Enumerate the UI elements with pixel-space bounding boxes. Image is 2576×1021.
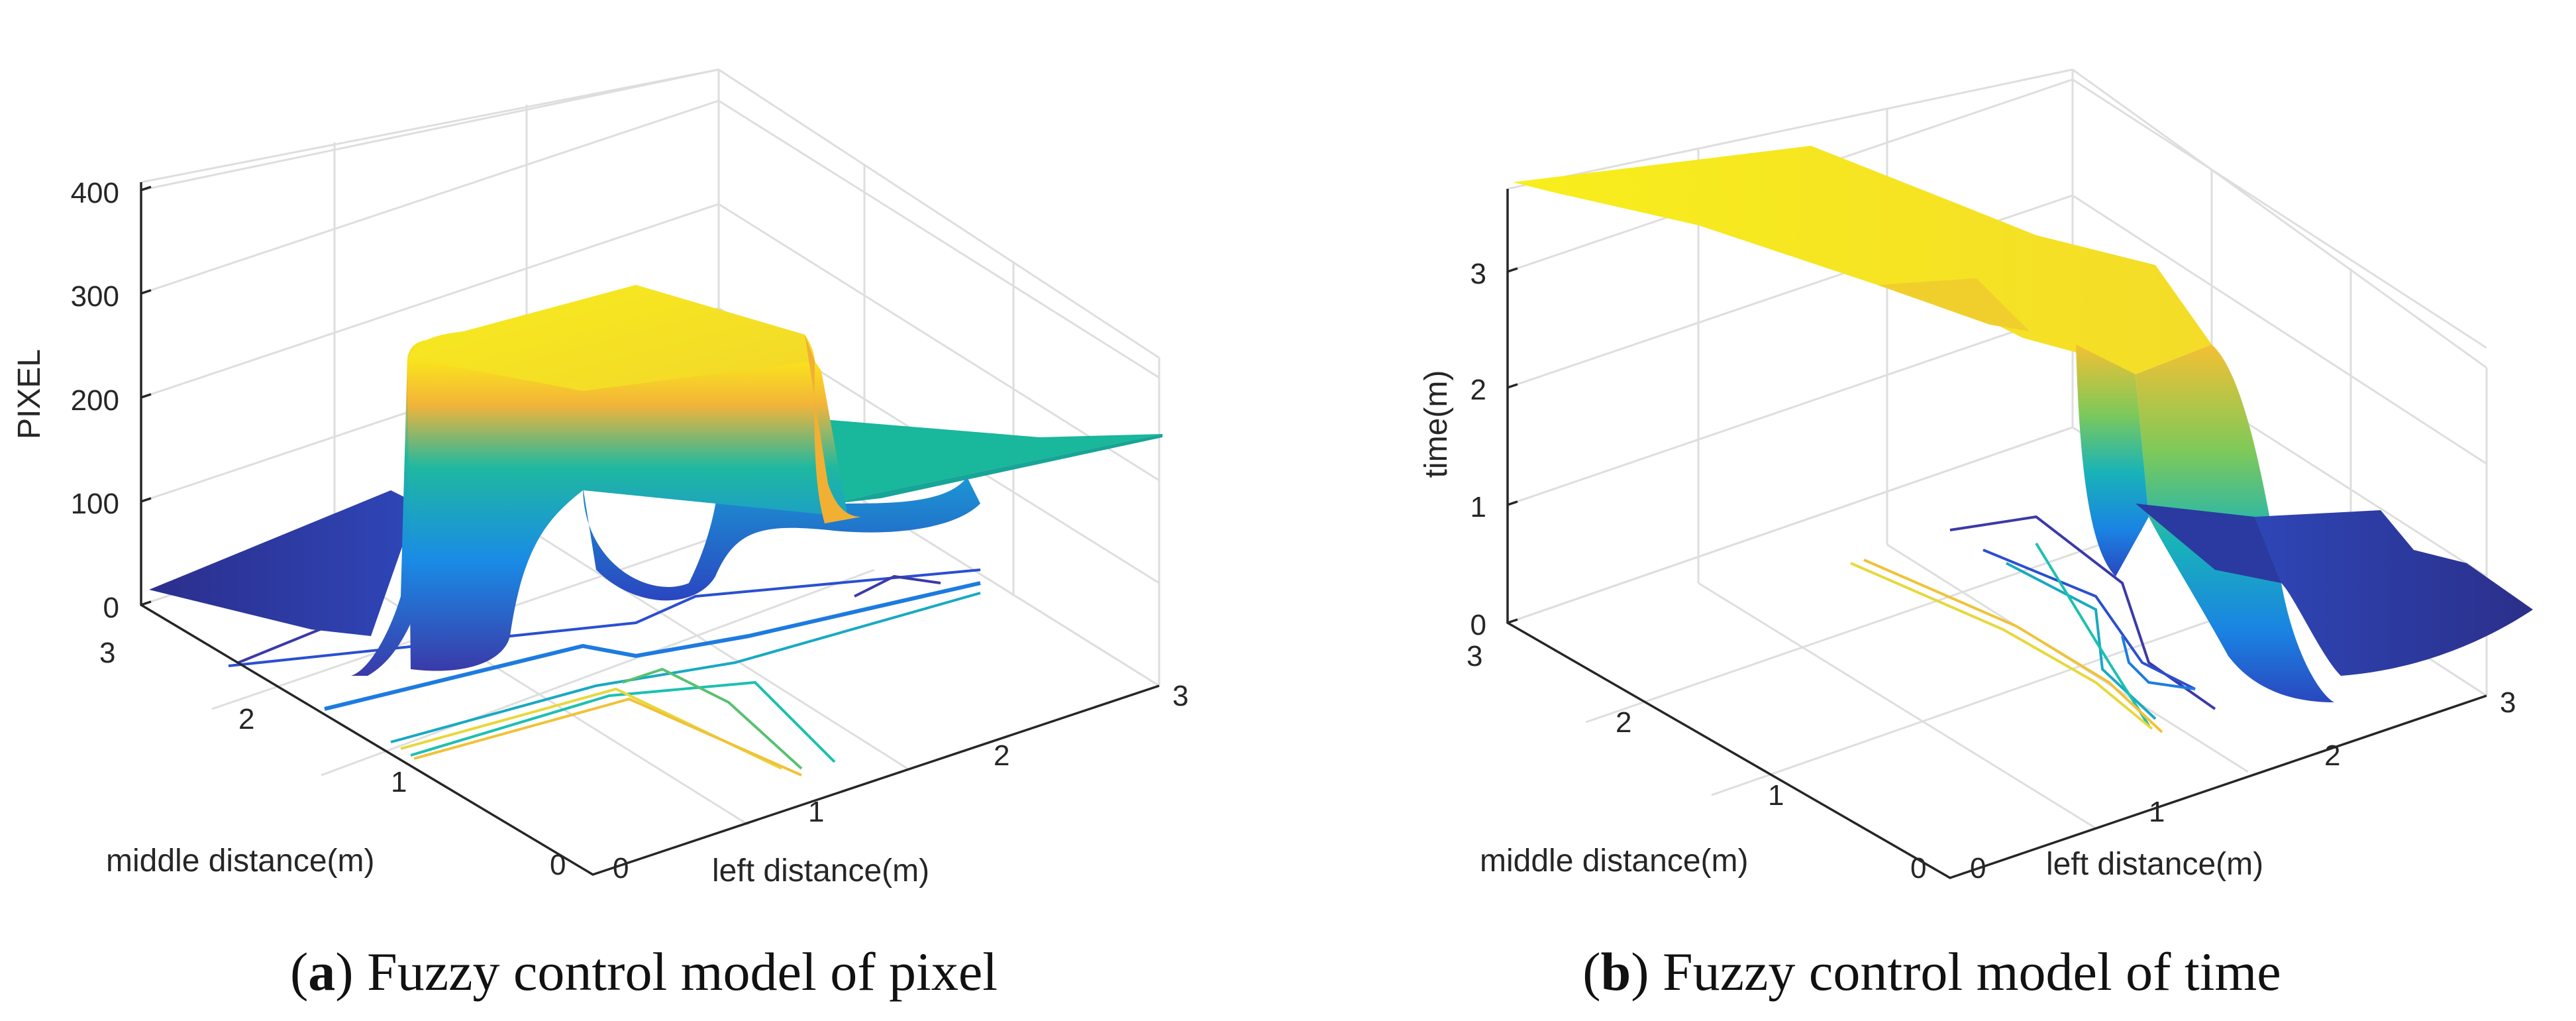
chart-a-contour-yellow-2	[413, 697, 802, 777]
chart-a-surface	[149, 285, 1162, 676]
chart-b-ztick-3: 3	[1470, 258, 1486, 290]
caption-b-text: Fuzzy control model of time	[1663, 941, 2281, 1002]
panel-b: 0 1 2 3 time(m) 0 1 2 3 middle distance(…	[1288, 0, 2576, 1021]
chart-b-contour-teal-2	[2035, 542, 2150, 727]
chart-b-contour-blue-2	[2121, 635, 2196, 690]
chart-b-y-ticks: 0 1 2 3	[1467, 640, 1926, 885]
chart-b-ytick-1: 1	[1768, 779, 1784, 812]
chart-a-contour-blue-2	[324, 581, 981, 711]
chart-a-contour-green	[622, 667, 803, 770]
chart-b-contour-blue-1	[1983, 549, 2196, 690]
chart-a-contour-teal-2	[410, 680, 836, 763]
chart-b-ytick-0: 0	[1910, 852, 1926, 885]
panel-a: 0 100 200 300 400 PIXEL 0 1 2 3 middle d…	[12, 68, 1188, 1002]
chart-a-ytick-0: 0	[550, 849, 566, 881]
chart-b-x-ticks: 0 1 2 3	[1970, 686, 2516, 885]
chart-a-y-ticks: 0 1 2 3	[99, 637, 566, 881]
chart-b-ztick-2: 2	[1470, 374, 1486, 406]
chart-a-zlabel: PIXEL	[12, 349, 47, 439]
caption-b: (b) Fuzzy control model of time	[1582, 941, 2281, 1002]
chart-b-contour-teal-1	[2006, 562, 2157, 720]
caption-a-letter: a	[308, 941, 336, 1002]
chart-a-xlabel: left distance(m)	[712, 853, 929, 888]
chart-a-xtick-1: 1	[808, 796, 824, 828]
chart-a-ylabel: middle distance(m)	[106, 843, 374, 879]
chart-a-right-plateau-shade	[835, 434, 1162, 504]
chart-b-ytick-2: 2	[1616, 706, 1631, 739]
caption-a-text: Fuzzy control model of pixel	[367, 941, 998, 1002]
chart-a-contours	[228, 568, 981, 777]
chart-b-xlabel: left distance(m)	[2046, 847, 2263, 882]
caption-b-letter: b	[1600, 941, 1631, 1002]
chart-b-svg: 0 1 2 3 time(m) 0 1 2 3 middle distance(…	[1419, 68, 2533, 885]
chart-b-xtick-2: 2	[2324, 739, 2340, 772]
chart-a-xtick-0: 0	[613, 852, 629, 885]
chart-a-z-ticks: 0 100 200 300 400	[71, 177, 152, 624]
chart-a-xtick-2: 2	[994, 739, 1009, 772]
caption-a: (a) Fuzzy control model of pixel	[289, 941, 998, 1002]
chart-a-ztick-4: 400	[71, 177, 119, 209]
chart-b-xtick-0: 0	[1970, 852, 1986, 885]
chart-a-contour-teal-1	[390, 592, 981, 743]
chart-b-drop-wall-left	[2076, 345, 2149, 576]
chart-b-low-plateau-right	[2255, 510, 2533, 676]
chart-b-xtick-3: 3	[2500, 686, 2516, 719]
chart-b-ridge-shade	[1877, 278, 2030, 331]
chart-b-contours	[1850, 515, 2216, 733]
chart-b-low-plateau-back	[2136, 504, 2281, 583]
chart-b-surface	[1513, 146, 2533, 702]
chart-b-z-ticks: 0 1 2 3	[1470, 258, 1518, 641]
chart-a-plateau-top	[407, 285, 815, 391]
chart-a-svg: 0 100 200 300 400 PIXEL 0 1 2 3 middle d…	[12, 68, 1188, 888]
chart-a-axes	[140, 182, 1160, 876]
chart-a-ytick-2: 2	[238, 703, 254, 735]
chart-b-contour-yellow-1	[1850, 562, 2153, 730]
chart-a-low-plateau-left	[149, 490, 417, 636]
chart-a-ztick-2: 200	[71, 384, 119, 417]
chart-a-ztick-1: 100	[71, 488, 119, 520]
chart-b-zlabel: time(m)	[1419, 370, 1454, 478]
chart-b-ztick-0: 0	[1470, 609, 1486, 641]
chart-a-ytick-1: 1	[391, 766, 407, 798]
chart-a-middle-bump	[583, 451, 980, 601]
chart-a-wall-front	[407, 358, 848, 671]
chart-a-ztick-0: 0	[103, 592, 119, 624]
chart-a-ztick-3: 300	[71, 280, 119, 313]
chart-a-xtick-3: 3	[1172, 680, 1188, 712]
chart-b-ylabel: middle distance(m)	[1480, 843, 1748, 879]
chart-b-xtick-1: 1	[2149, 796, 2165, 828]
chart-a-wall-right	[805, 335, 861, 523]
chart-a-ytick-3: 3	[99, 637, 115, 669]
chart-b-top-ridge	[1513, 146, 2212, 374]
chart-b-ztick-1: 1	[1470, 491, 1486, 523]
chart-b-ytick-3: 3	[1467, 640, 1482, 672]
chart-b-axes	[1506, 189, 2487, 879]
chart-a-x-ticks: 0 1 2 3	[613, 680, 1188, 885]
chart-b-contour-yellow-2	[1863, 559, 2163, 733]
